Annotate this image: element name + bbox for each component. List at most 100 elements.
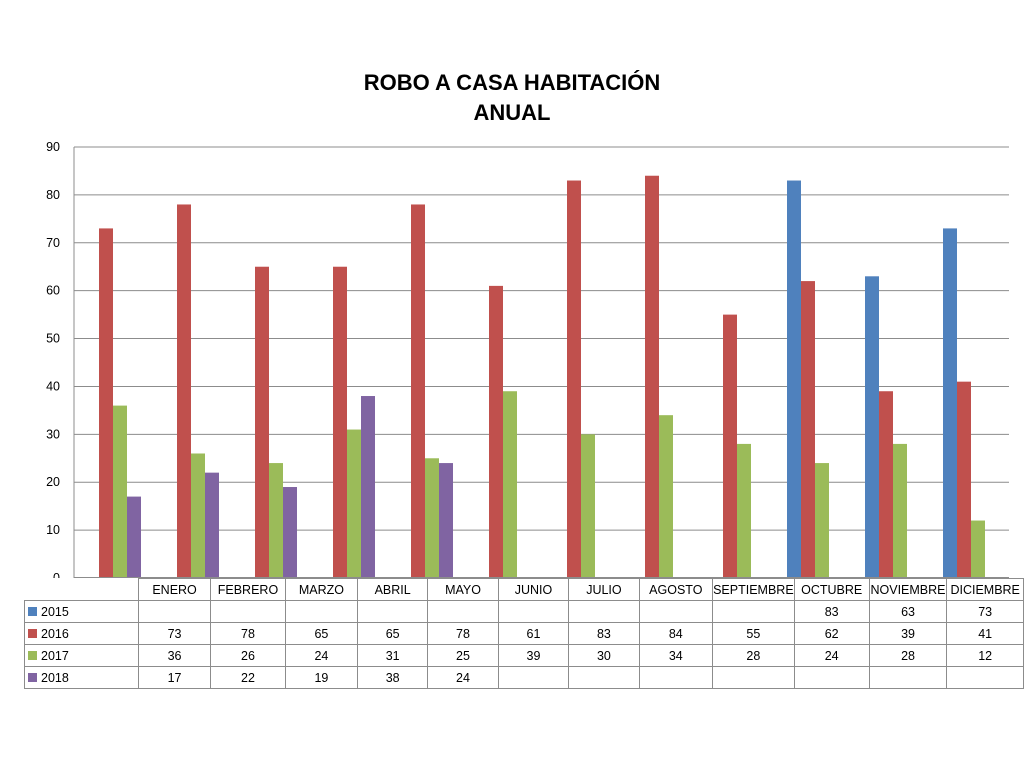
bar-2017-febrero xyxy=(191,453,205,578)
bar-2017-abril xyxy=(347,429,361,578)
data-label: 65 xyxy=(284,622,358,645)
legend-entry: 2016 xyxy=(23,622,140,645)
data-label: 38 xyxy=(356,666,429,689)
legend-swatch xyxy=(28,606,37,616)
data-label: 63 xyxy=(868,600,948,623)
legend-swatch xyxy=(28,672,37,682)
table-row-2015: 2015 83 63 73 xyxy=(23,600,1024,623)
data-label: 78 xyxy=(427,622,499,645)
bar-2017-marzo xyxy=(269,463,283,578)
bar-2015-diciembre xyxy=(943,228,957,578)
data-label xyxy=(712,666,795,689)
data-label: 55 xyxy=(712,622,795,645)
table-row-2016: 2016 73 78 65 65 78 61 83 84 55 62 39 41 xyxy=(23,622,1024,645)
data-label xyxy=(638,666,714,689)
data-label: 73 xyxy=(946,600,1024,623)
bar-2016-mayo xyxy=(411,204,425,578)
legend-label: 2016 xyxy=(41,626,69,641)
table-header-row: ENERO FEBRERO MARZO ABRIL MAYO JUNIO JULIO AGOS… xyxy=(24,578,1024,601)
data-label xyxy=(138,600,212,623)
bar-2015-octubre xyxy=(787,180,801,578)
table-row-2018: 2018 17 22 19 38 24 xyxy=(23,666,1024,689)
legend-entry: 2015 xyxy=(23,600,140,623)
y-tick-label: 30 xyxy=(46,427,60,441)
y-tick-label: 50 xyxy=(46,332,60,346)
data-label: 22 xyxy=(210,666,286,689)
data-label xyxy=(210,600,286,623)
bar-2016-junio xyxy=(489,285,503,578)
y-tick-label: 80 xyxy=(46,188,60,202)
bar-2017-agosto xyxy=(659,415,673,578)
bar-2017-junio xyxy=(503,391,517,578)
y-tick-label: 20 xyxy=(46,475,60,489)
y-axis-ticks: 0 10 20 30 40 50 60 70 80 90 xyxy=(46,140,60,578)
data-label: 39 xyxy=(868,622,948,645)
data-label: 26 xyxy=(210,644,286,667)
bar-2016-octubre xyxy=(801,281,815,578)
chart-title: ROBO A CASA HABITACIÓN ANUAL xyxy=(0,68,1024,128)
x-tick-label: JULIO xyxy=(568,578,640,601)
data-label: 73 xyxy=(138,622,212,645)
data-label: 34 xyxy=(638,644,714,667)
data-label: 24 xyxy=(427,666,499,689)
x-tick-label: NOVIEMBRE xyxy=(868,578,948,601)
data-label: 39 xyxy=(497,644,570,667)
bar-2018-enero xyxy=(127,496,141,578)
data-label xyxy=(868,666,948,689)
bar-2017-noviembre xyxy=(893,443,907,578)
legend-swatch xyxy=(28,628,37,638)
bar-2016-julio xyxy=(567,180,581,578)
data-label: 62 xyxy=(793,622,870,645)
data-label: 84 xyxy=(638,622,714,645)
data-label xyxy=(568,666,640,689)
x-tick-label: OCTUBRE xyxy=(793,578,870,601)
legend-label: 2017 xyxy=(41,648,69,663)
data-label: 19 xyxy=(284,666,358,689)
y-tick-label: 0 xyxy=(53,571,60,578)
chart-title-line-1: ROBO A CASA HABITACIÓN xyxy=(363,70,661,95)
data-label xyxy=(793,666,870,689)
data-label xyxy=(497,600,570,623)
bar-2016-noviembre xyxy=(879,391,893,578)
bar-2015-noviembre xyxy=(865,276,879,578)
x-tick-label: AGOSTO xyxy=(638,578,714,601)
data-label: 12 xyxy=(946,644,1024,667)
bar-2017-diciembre xyxy=(971,520,985,578)
x-tick-label: MAYO xyxy=(427,578,499,601)
data-label: 41 xyxy=(946,622,1024,645)
data-label: 78 xyxy=(210,622,286,645)
y-tick-label: 90 xyxy=(46,140,60,154)
data-label xyxy=(712,600,795,623)
bar-2017-octubre xyxy=(815,463,829,578)
data-label: 24 xyxy=(284,644,358,667)
x-tick-label: DICIEMBRE xyxy=(946,578,1024,601)
bars xyxy=(99,175,985,578)
data-label: 30 xyxy=(568,644,640,667)
data-label: 24 xyxy=(793,644,870,667)
data-label: 83 xyxy=(568,622,640,645)
bar-2016-marzo xyxy=(255,266,269,578)
axes xyxy=(73,147,1009,578)
bar-2017-mayo xyxy=(425,458,439,578)
x-tick-label: JUNIO xyxy=(497,578,570,601)
data-table: ENERO FEBRERO MARZO ABRIL MAYO JUNIO JULIO AGOS… xyxy=(23,578,1024,689)
bar-2016-septiembre xyxy=(723,314,737,578)
x-tick-label: FEBRERO xyxy=(210,578,286,601)
data-label xyxy=(497,666,570,689)
bar-2018-abril xyxy=(361,396,375,578)
x-tick-label: SEPTIEMBRE xyxy=(712,578,795,601)
bar-2016-abril xyxy=(333,266,347,578)
bar-2016-enero xyxy=(99,228,113,578)
x-tick-label: ENERO xyxy=(138,578,212,601)
data-label: 28 xyxy=(868,644,948,667)
chart-title-line-2: ANUAL xyxy=(473,100,551,125)
bar-2016-diciembre xyxy=(957,381,971,578)
bar-2016-agosto xyxy=(645,175,659,578)
legend-swatch xyxy=(28,650,37,660)
bar-2017-julio xyxy=(581,434,595,578)
data-label xyxy=(284,600,358,623)
data-label xyxy=(568,600,640,623)
bar-chart: 0 10 20 30 40 50 60 70 80 90 xyxy=(46,140,1009,578)
bar-2018-mayo xyxy=(439,463,453,578)
legend-label: 2015 xyxy=(41,604,69,619)
